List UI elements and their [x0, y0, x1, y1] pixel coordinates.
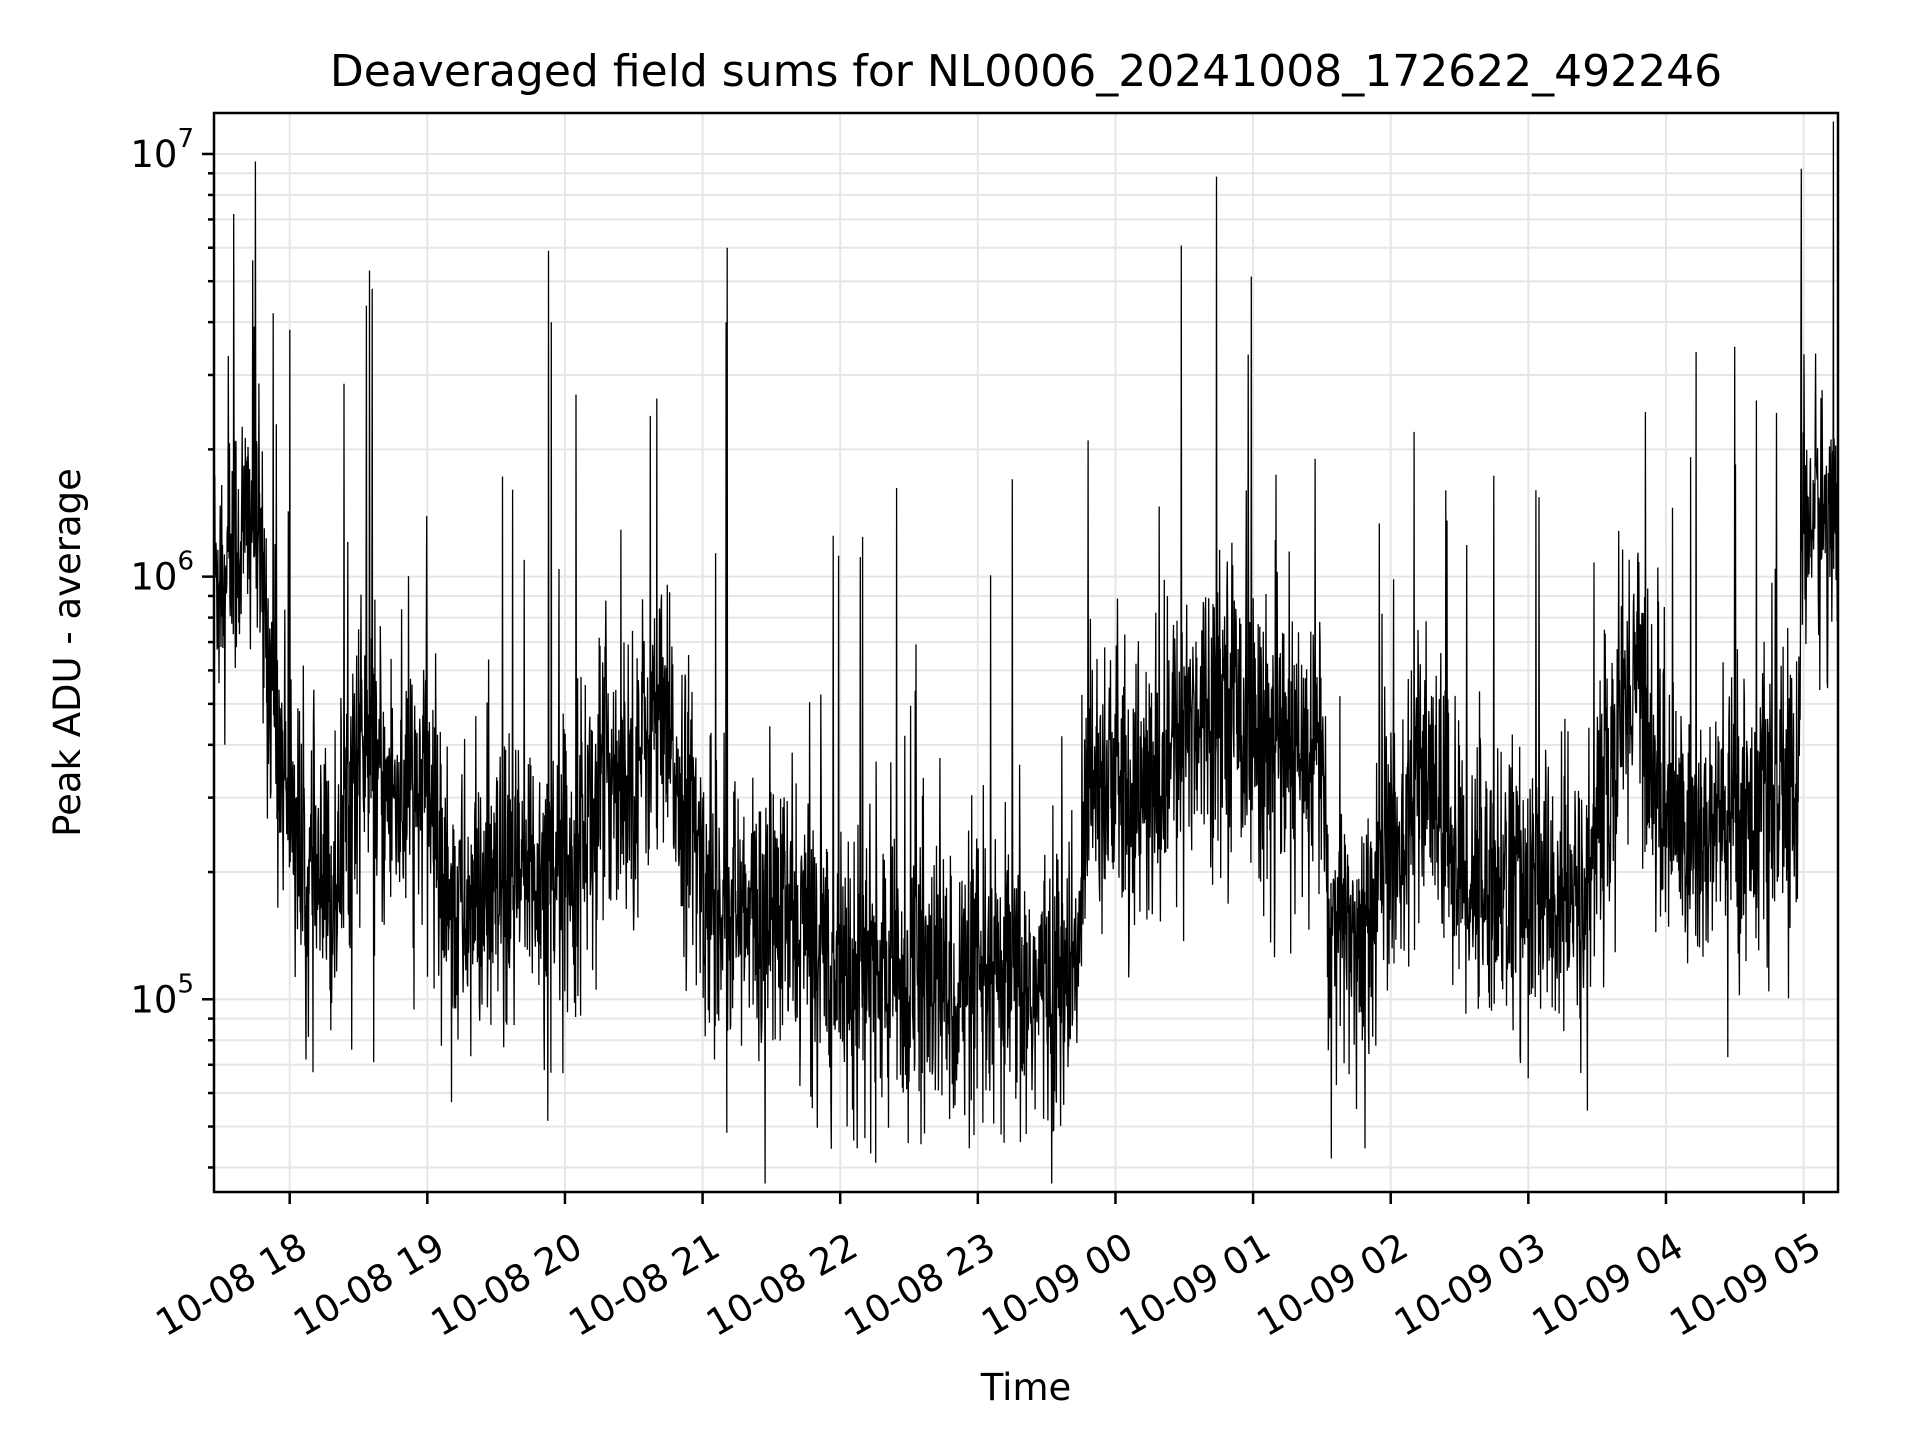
- y-axis-label: Peak ADU - average: [46, 468, 89, 837]
- x-tick-label: 10-08 22: [699, 1225, 865, 1345]
- x-tick-label: 10-09 01: [1112, 1225, 1278, 1345]
- x-tick-label: 10-09 00: [974, 1225, 1140, 1345]
- y-tick-label: 107: [130, 124, 194, 176]
- x-tick-label: 10-09 05: [1663, 1225, 1829, 1345]
- y-tick-label: 106: [130, 547, 194, 599]
- x-tick-label: 10-08 19: [286, 1225, 452, 1345]
- x-tick-label: 10-09 02: [1250, 1225, 1416, 1345]
- series-line: [213, 121, 1839, 1184]
- x-tick-label: 10-09 03: [1387, 1225, 1553, 1345]
- x-tick-label: 10-08 20: [424, 1225, 590, 1345]
- y-axis: 105 106 107: [130, 124, 214, 1169]
- series-layer: [213, 121, 1839, 1184]
- x-tick-label: 10-08 18: [149, 1225, 315, 1345]
- y-tick-label: 105: [130, 969, 194, 1021]
- x-axis-label: Time: [980, 1366, 1072, 1409]
- x-tick-label: 10-08 23: [837, 1225, 1003, 1345]
- x-tick-label: 10-08 21: [562, 1225, 728, 1345]
- plot-frame: [212, 111, 1840, 1194]
- chart-title: Deaveraged field sums for NL0006_2024100…: [330, 46, 1722, 97]
- x-tick-label: 10-09 04: [1525, 1225, 1691, 1345]
